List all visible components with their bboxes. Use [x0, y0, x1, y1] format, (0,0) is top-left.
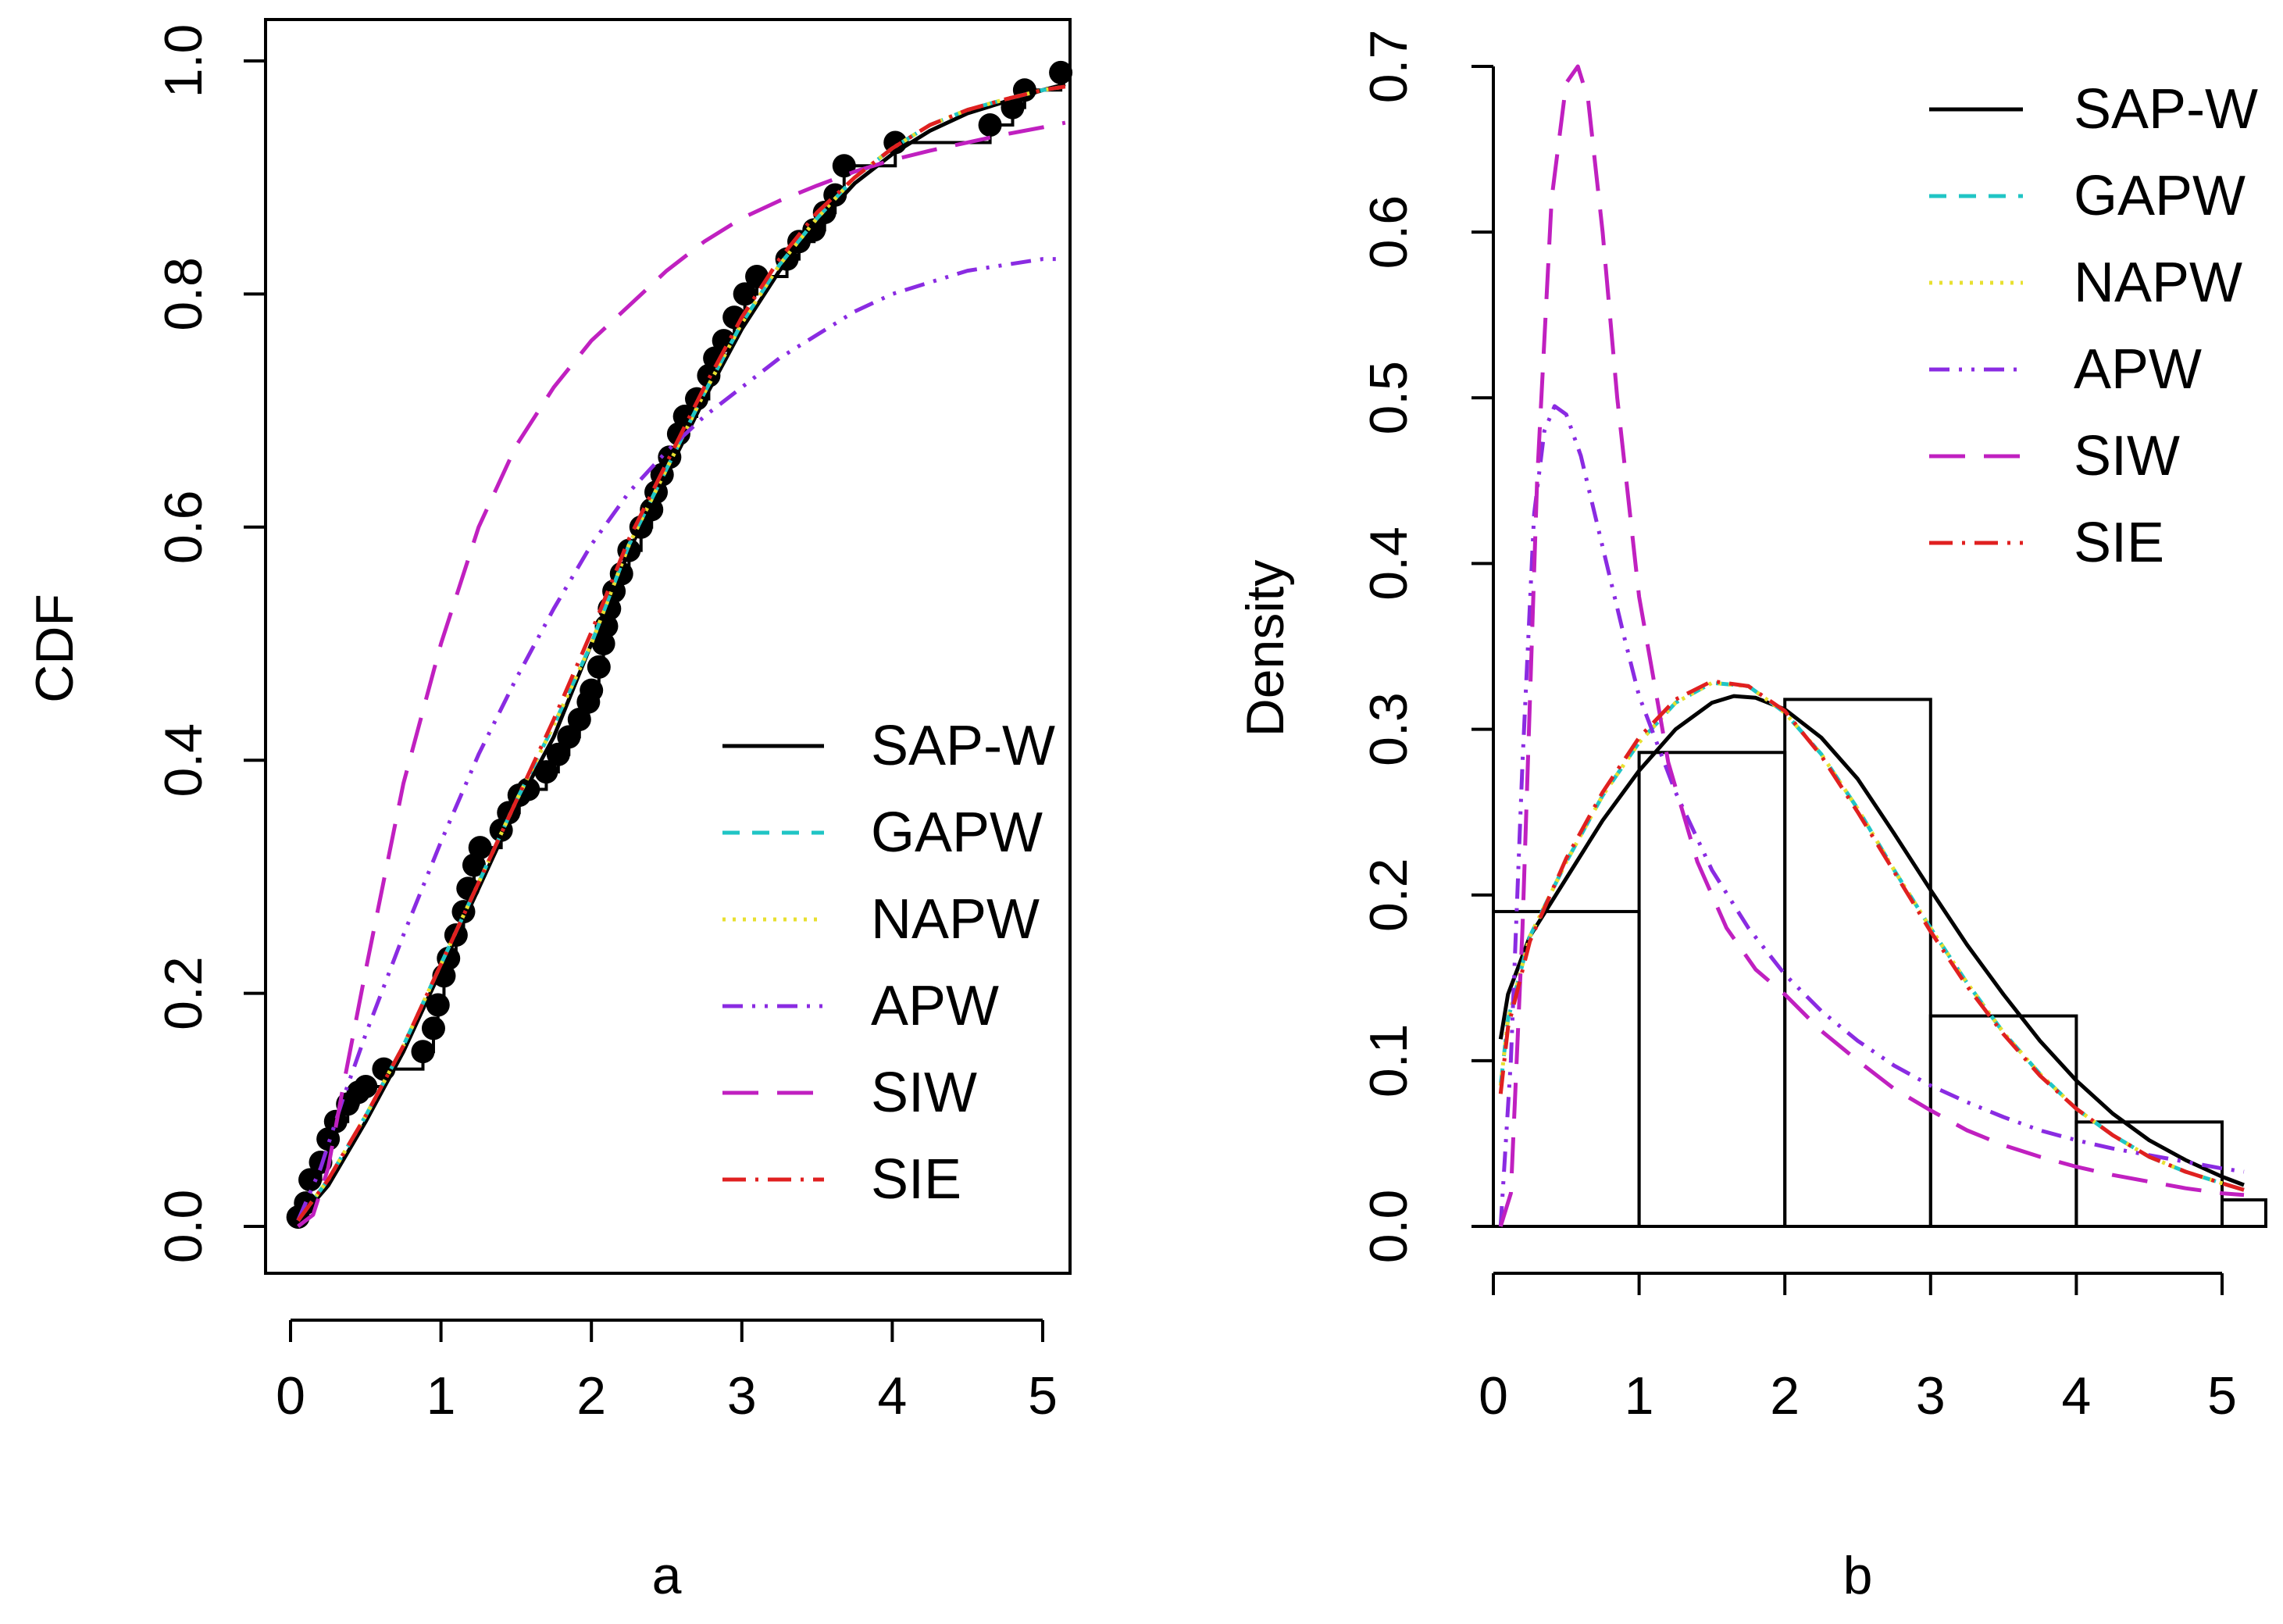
x-axis-title: a	[652, 1546, 682, 1605]
histogram-bar-3	[1928, 1014, 2078, 1229]
x-axis: 0 1 2 3 4 5	[276, 1319, 1058, 1426]
series-lines	[1498, 64, 2245, 1227]
histogram-bar-5	[2221, 1198, 2267, 1228]
series-line-sap-w	[296, 82, 1066, 1222]
empirical-point-25	[546, 742, 570, 766]
empirical-point-58	[978, 113, 1002, 137]
x-tick-label-4: 4	[2061, 1366, 2091, 1426]
histogram-bar-0	[1492, 909, 1641, 1229]
legend-label-siw: SIW	[2074, 425, 2180, 487]
empirical-point-10	[411, 1040, 435, 1064]
series-line-sap-w	[1498, 694, 2245, 1187]
x-tick-label-0: 0	[276, 1366, 305, 1426]
legend-label-apw: APW	[871, 975, 999, 1037]
empirical-point-2	[298, 1168, 323, 1192]
series-lines	[296, 82, 1066, 1228]
x-tick-label-4: 4	[877, 1366, 907, 1426]
series-line-siw	[1498, 64, 2245, 1227]
legend: SAP-W GAPW NAPW APW SIW SIE	[722, 715, 1055, 1211]
legend-label-gapw: GAPW	[2074, 165, 2246, 227]
x-tick-label-3: 3	[727, 1366, 757, 1426]
legend-label-napw: NAPW	[871, 888, 1040, 951]
histogram-bar-4	[2074, 1120, 2224, 1228]
empirical-point-26	[557, 725, 581, 749]
series-line-gapw	[1498, 680, 2245, 1192]
y-tick-label-4: 0.8	[154, 257, 213, 331]
empirical-point-29	[580, 678, 604, 702]
y-tick-label-3: 0.3	[1359, 692, 1418, 766]
x-axis-title: b	[1843, 1546, 1873, 1605]
x-tick-label-1: 1	[426, 1366, 456, 1426]
x-tick-label-0: 0	[1479, 1366, 1508, 1426]
x-tick-label-5: 5	[2207, 1366, 2237, 1426]
legend-label-siw: SIW	[871, 1062, 977, 1124]
x-axis: 0 1 2 3 4 5	[1479, 1272, 2237, 1426]
y-tick-label-6: 0.6	[1359, 195, 1418, 269]
y-tick-label-1: 0.1	[1359, 1024, 1418, 1098]
panel-a-cdf: 0 1 2 3 4 5 0.0 0.2 0.4 0.6 0.8 1.0 a CDF SAP-W GAPW NAP…	[25, 18, 1073, 1605]
y-tick-label-1: 0.2	[154, 956, 213, 1030]
legend-label-sie: SIE	[871, 1148, 961, 1211]
empirical-point-30	[587, 655, 611, 679]
empirical-point-12	[426, 993, 450, 1017]
y-axis-title: CDF	[25, 594, 84, 703]
series-line-apw	[1498, 404, 2245, 1227]
panel-b-density: 0 1 2 3 4 5 0.0 0.1 0.2 0.3 0.4 0.5 0.6 0.7 b Density SA…	[1236, 30, 2267, 1605]
x-tick-label-5: 5	[1028, 1366, 1058, 1426]
empirical-point-8	[354, 1074, 378, 1098]
legend-label-napw: NAPW	[2074, 252, 2242, 314]
series-line-sie	[296, 84, 1066, 1222]
y-tick-label-3: 0.6	[154, 491, 213, 565]
y-tick-label-2: 0.4	[154, 723, 213, 798]
empirical-point-11	[421, 1016, 445, 1040]
x-tick-label-2: 2	[1770, 1366, 1800, 1426]
histogram-bar-1	[1637, 751, 1787, 1228]
empirical-point-24	[534, 760, 558, 784]
legend-label-sap-w: SAP-W	[871, 715, 1055, 777]
histogram	[1492, 698, 2267, 1229]
empirical-step-line	[298, 72, 1063, 1219]
y-axis-title: Density	[1236, 560, 1295, 737]
y-tick-label-2: 0.2	[1359, 858, 1418, 932]
y-tick-label-0: 0.0	[154, 1190, 213, 1264]
y-tick-label-5: 0.5	[1359, 361, 1418, 435]
x-tick-label-3: 3	[1916, 1366, 1946, 1426]
legend: SAP-W GAPW NAPW APW SIW SIE	[1929, 78, 2258, 574]
empirical-point-27	[567, 707, 591, 731]
y-axis: 0.0 0.1 0.2 0.3 0.4 0.5 0.6 0.7	[1359, 30, 1495, 1264]
legend-label-apw: APW	[2074, 338, 2202, 401]
empirical-point-31	[591, 632, 615, 655]
legend-label-sie: SIE	[2074, 512, 2164, 574]
y-tick-label-5: 1.0	[154, 24, 213, 98]
y-tick-label-4: 0.4	[1359, 526, 1418, 601]
empirical-point-61	[1049, 60, 1073, 84]
empirical-point-49	[733, 282, 757, 306]
x-tick-label-1: 1	[1625, 1366, 1654, 1426]
y-axis: 0.0 0.2 0.4 0.6 0.8 1.0	[154, 24, 267, 1264]
legend-label-sap-w: SAP-W	[2074, 78, 2258, 141]
series-line-siw	[297, 120, 1066, 1228]
y-tick-label-0: 0.0	[1359, 1190, 1418, 1264]
series-line-sie	[1498, 679, 2245, 1192]
legend-label-gapw: GAPW	[871, 801, 1043, 864]
x-tick-label-2: 2	[576, 1366, 606, 1426]
y-tick-label-7: 0.7	[1359, 30, 1418, 104]
series-line-napw	[1498, 680, 2245, 1192]
empirical-point-19	[468, 836, 492, 860]
